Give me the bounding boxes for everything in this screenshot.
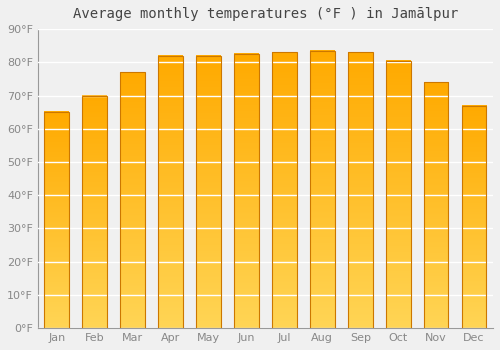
Bar — [462, 105, 486, 328]
Bar — [386, 61, 410, 328]
Bar — [272, 52, 296, 328]
Bar — [234, 54, 259, 328]
Title: Average monthly temperatures (°F ) in Jamālpur: Average monthly temperatures (°F ) in Ja… — [73, 7, 458, 21]
Bar — [196, 56, 221, 328]
Bar — [348, 52, 372, 328]
Bar — [120, 72, 145, 328]
Bar — [310, 51, 334, 328]
Bar — [424, 82, 448, 328]
Bar — [158, 56, 183, 328]
Bar — [82, 96, 107, 328]
Bar — [44, 112, 69, 328]
